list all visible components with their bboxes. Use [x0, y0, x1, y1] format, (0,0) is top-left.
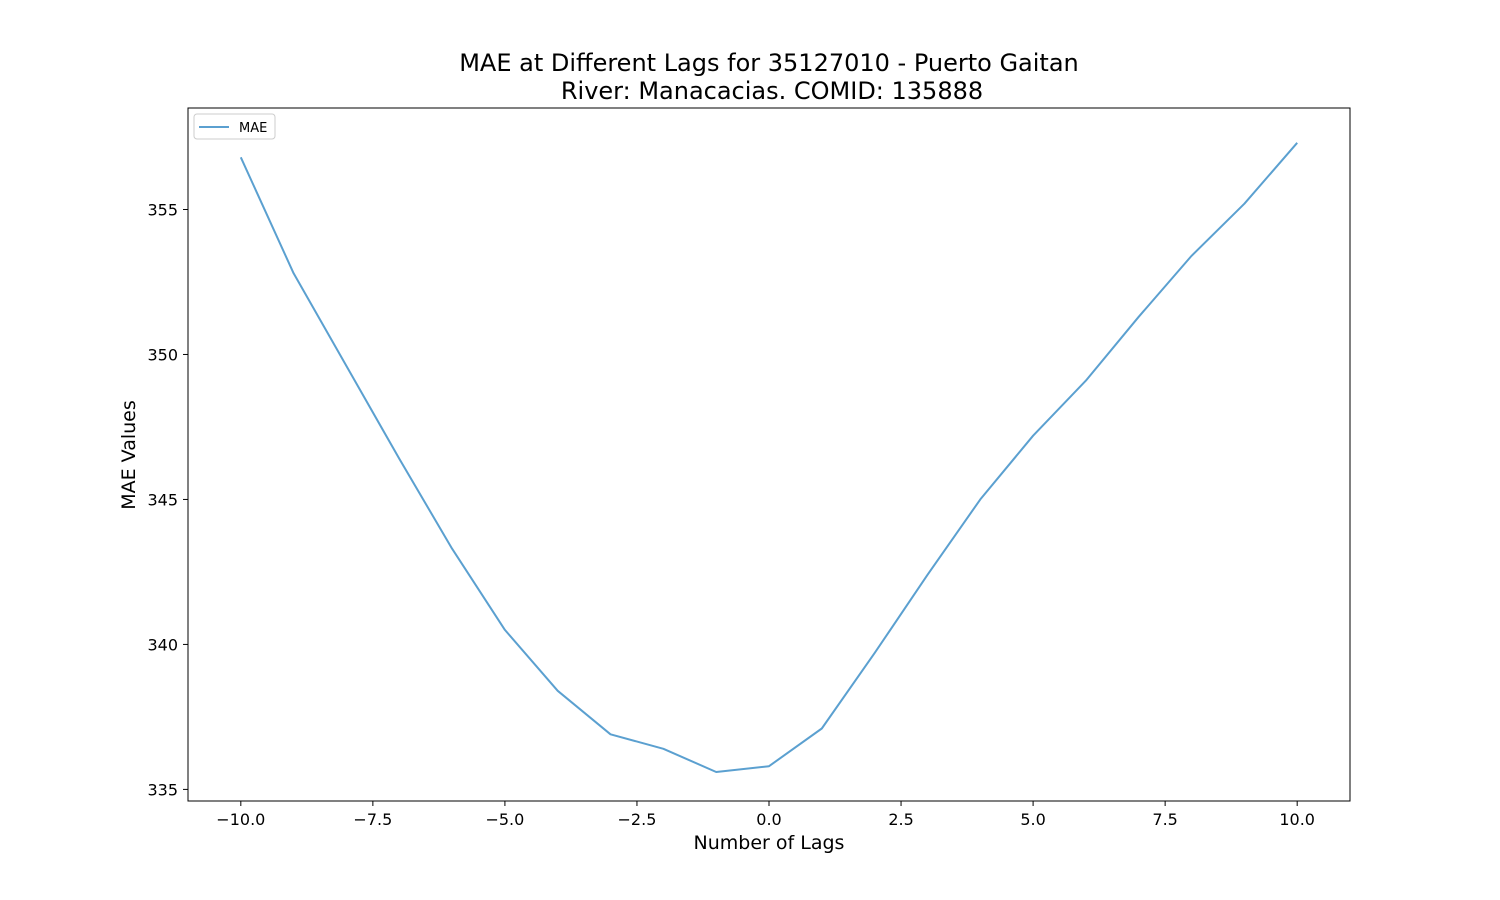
x-tick-label: −5.0	[485, 810, 524, 829]
y-tick-label: 335	[147, 780, 178, 799]
x-tick-label: 5.0	[1020, 810, 1045, 829]
series-layer	[239, 142, 1298, 773]
legend-box	[193, 113, 276, 140]
y-tick-label: 350	[147, 345, 178, 364]
plot-frame	[187, 107, 1351, 802]
y-tick-label: 345	[147, 490, 178, 509]
y-axis-label: MAE Values	[118, 400, 140, 510]
y-tick-label: 355	[147, 200, 178, 219]
x-axis-ticks: −10.0 −7.5 −5.0 −2.5 0.0 2.5 5.0 7.5 10.0	[216, 801, 1315, 829]
x-tick-label: 0.0	[756, 810, 781, 829]
chart-title-line1: MAE at Different Lags for 35127010 - Pue…	[459, 49, 1079, 77]
legend: MAE	[193, 113, 276, 140]
x-tick-label: 10.0	[1279, 810, 1315, 829]
x-axis-label: Number of Lags	[694, 832, 845, 854]
x-tick-label: −7.5	[353, 810, 392, 829]
y-tick-label: 340	[147, 635, 178, 654]
chart-title-line2: River: Manacacias. COMID: 135888	[561, 77, 983, 105]
x-tick-label: −10.0	[216, 810, 265, 829]
legend-label-mae: MAE	[239, 121, 267, 136]
x-tick-label: 2.5	[888, 810, 913, 829]
y-axis-ticks: 335 340 345 350 355	[147, 200, 188, 799]
x-tick-label: 7.5	[1152, 810, 1177, 829]
series-line-mae	[239, 142, 1298, 773]
x-tick-label: −2.5	[618, 810, 657, 829]
